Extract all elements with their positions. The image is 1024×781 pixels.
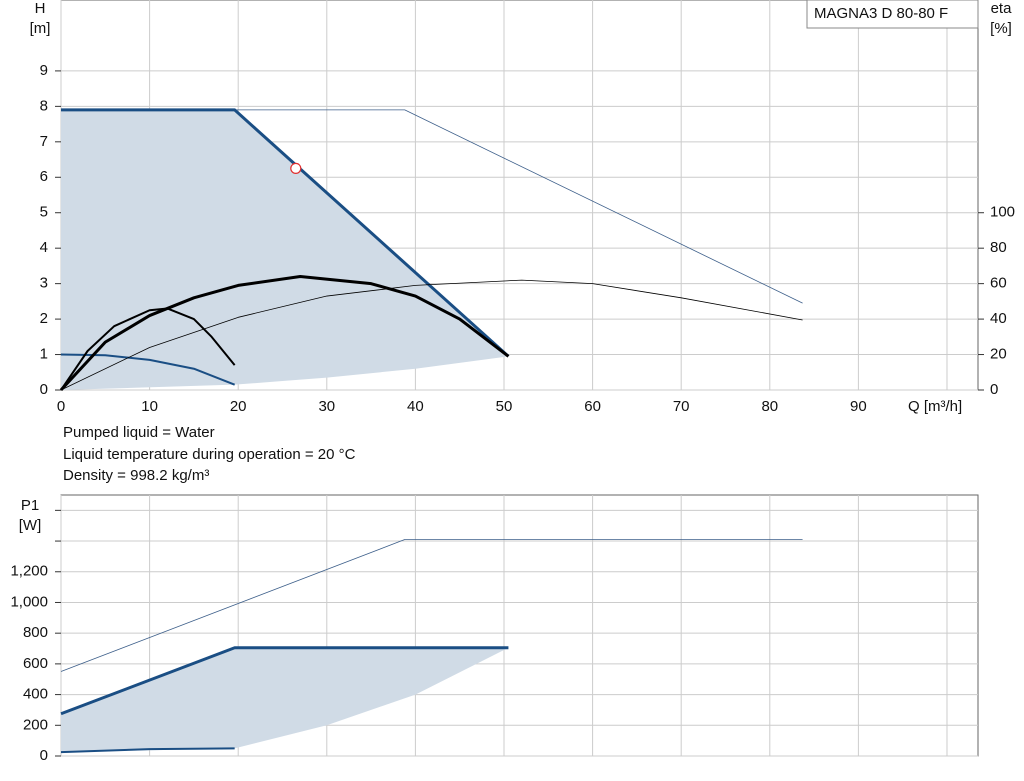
y-unit: [W] — [19, 517, 42, 534]
operating-area — [61, 647, 509, 753]
y-tick-label: 3 — [40, 275, 48, 292]
y-label: P1 — [21, 497, 39, 514]
x-tick-label: 0 — [57, 398, 65, 415]
x-tick-label: 20 — [230, 398, 247, 415]
y-tick-label: 1 — [40, 346, 48, 363]
x-tick-label: 30 — [318, 398, 335, 415]
y-tick-label: 6 — [40, 168, 48, 185]
curve — [60, 747, 235, 754]
y-tick-label: 7 — [40, 133, 48, 150]
curve — [59, 275, 510, 392]
y2-unit: [%] — [990, 20, 1012, 37]
annotation: Density = 998.2 kg/m³ — [63, 467, 209, 484]
x-tick-label: 90 — [850, 398, 867, 415]
annotation: Liquid temperature during operation = 20… — [63, 446, 356, 463]
y2-label: eta — [991, 0, 1013, 17]
curve — [60, 353, 236, 386]
y2-tick-label: 80 — [990, 239, 1007, 256]
y-tick-label: 600 — [23, 655, 48, 672]
y-tick-label: 800 — [23, 624, 48, 641]
x-tick-label: 80 — [761, 398, 778, 415]
y-tick-label: 5 — [40, 204, 48, 221]
y-tick-label: 8 — [40, 97, 48, 114]
curve — [61, 108, 510, 358]
y-tick-label: 0 — [40, 747, 48, 764]
curve — [60, 646, 509, 716]
y-tick-label: 0 — [40, 381, 48, 398]
x-tick-label: 60 — [584, 398, 601, 415]
x-tick-label: 50 — [496, 398, 513, 415]
y2-tick-label: 20 — [990, 346, 1007, 363]
y-tick-label: 1,200 — [10, 563, 48, 580]
x-tick-label: 40 — [407, 398, 424, 415]
duty-point — [290, 162, 302, 175]
y-tick-label: 200 — [23, 716, 48, 733]
curve — [60, 539, 803, 672]
y-label: H — [35, 0, 46, 17]
annotation: Pumped liquid = Water — [63, 424, 215, 441]
y-tick-label: 2 — [40, 310, 48, 327]
x-tick-label: 70 — [673, 398, 690, 415]
y-tick-label: 4 — [40, 239, 48, 256]
y-tick-label: 1,000 — [10, 593, 48, 610]
chart-title: MAGNA3 D 80-80 F — [814, 5, 948, 22]
y2-tick-label: 100 — [990, 204, 1015, 221]
curve — [60, 279, 803, 391]
y-tick-label: 400 — [23, 686, 48, 703]
curve — [60, 307, 236, 391]
legend-box — [806, 0, 979, 29]
x-label: Q [m³/h] — [908, 398, 962, 415]
y2-tick-label: 60 — [990, 275, 1007, 292]
y2-tick-label: 0 — [990, 381, 998, 398]
x-tick-label: 10 — [141, 398, 158, 415]
operating-area — [61, 109, 509, 390]
y2-tick-label: 40 — [990, 310, 1007, 327]
y-unit: [m] — [30, 20, 51, 37]
y-tick-label: 9 — [40, 62, 48, 79]
